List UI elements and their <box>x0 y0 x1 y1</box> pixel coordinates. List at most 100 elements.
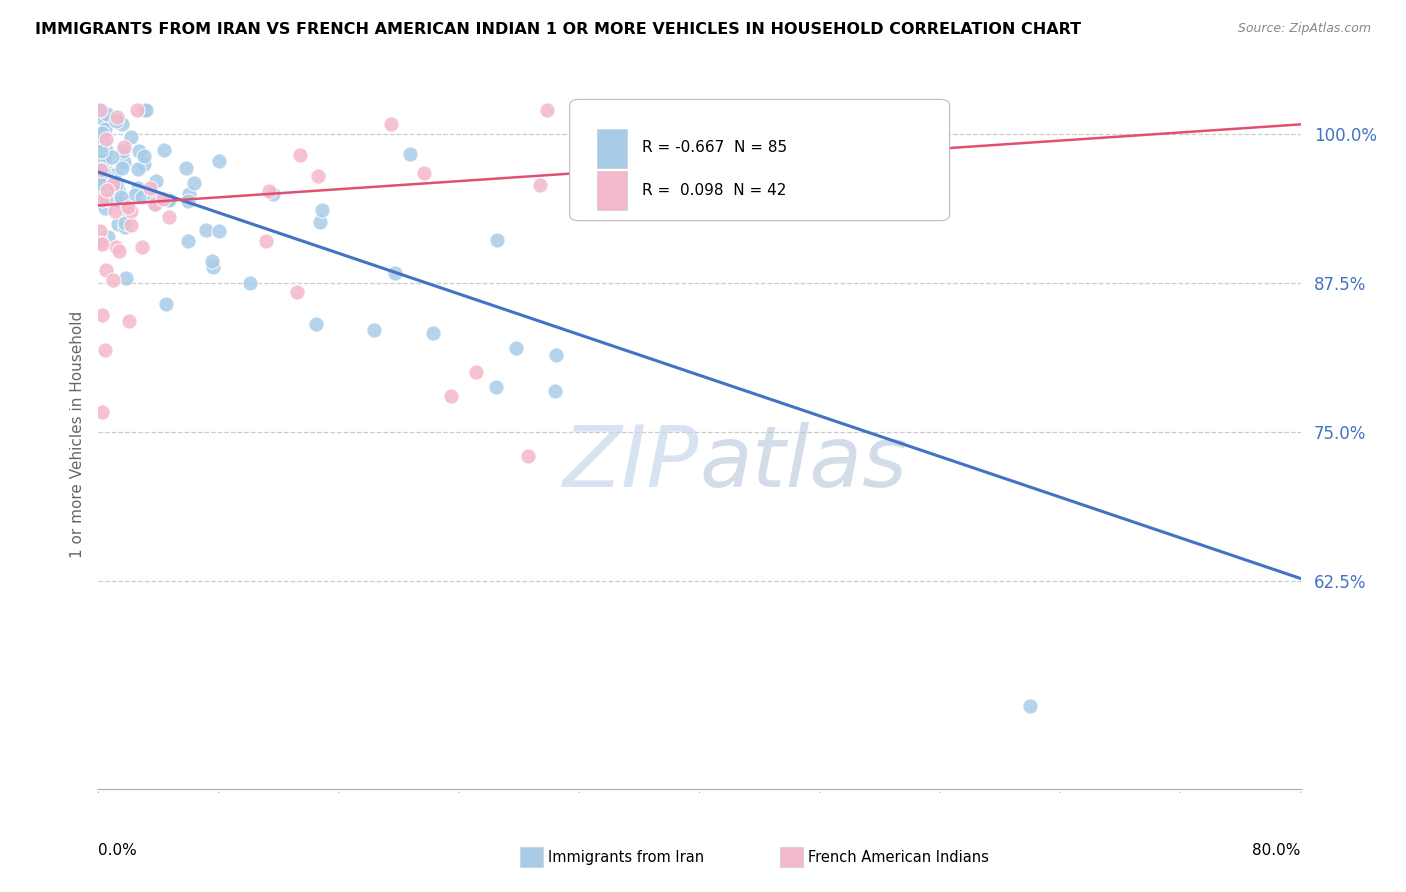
Point <box>108 195 131 210</box>
Point <box>90 126 112 140</box>
Point <box>107 217 129 231</box>
Point <box>208 153 231 168</box>
Point <box>380 117 402 131</box>
Point <box>155 296 177 310</box>
Text: 0.0%: 0.0% <box>98 843 138 858</box>
Point <box>143 197 166 211</box>
Point <box>202 260 225 274</box>
Text: ZIP: ZIP <box>564 422 699 505</box>
Point <box>105 110 128 124</box>
Point <box>96 143 118 157</box>
Point <box>89 235 111 250</box>
Point <box>145 174 167 188</box>
Point <box>89 178 111 192</box>
Point <box>529 178 551 192</box>
Point <box>104 204 127 219</box>
Point <box>124 188 146 202</box>
Point <box>195 223 218 237</box>
Point <box>505 341 527 355</box>
Point <box>112 155 135 169</box>
Point <box>96 169 118 184</box>
Point <box>101 179 124 194</box>
Point <box>440 389 463 403</box>
Text: 80.0%: 80.0% <box>1253 843 1301 858</box>
Point <box>112 140 135 154</box>
Point <box>96 173 118 187</box>
Point <box>288 148 311 162</box>
Point <box>93 122 115 136</box>
Point <box>90 144 112 158</box>
Text: French American Indians: French American Indians <box>808 850 990 864</box>
Point <box>177 194 200 208</box>
Text: R =  0.098  N = 42: R = 0.098 N = 42 <box>641 183 786 198</box>
Y-axis label: 1 or more Vehicles in Household: 1 or more Vehicles in Household <box>69 311 84 558</box>
Point <box>90 194 112 208</box>
Point <box>285 285 308 300</box>
Point <box>94 201 117 215</box>
Point <box>543 384 565 398</box>
Point <box>262 187 284 202</box>
Point <box>139 181 162 195</box>
Bar <box>598 171 627 210</box>
Point <box>464 365 486 379</box>
Point <box>90 163 112 178</box>
Point <box>117 200 139 214</box>
Point <box>422 326 444 341</box>
Point <box>131 240 153 254</box>
Point <box>89 162 111 177</box>
Point <box>89 233 111 247</box>
Point <box>239 276 262 290</box>
Point <box>111 161 134 175</box>
Point <box>101 150 124 164</box>
Point <box>254 234 277 248</box>
Point <box>114 216 136 230</box>
Point <box>208 224 231 238</box>
Point <box>132 157 155 171</box>
Point <box>98 182 121 196</box>
Point <box>153 144 176 158</box>
Point <box>183 176 205 190</box>
Point <box>485 380 508 394</box>
Point <box>101 273 124 287</box>
Text: atlas: atlas <box>699 422 907 505</box>
Point <box>157 211 180 225</box>
Point <box>546 348 568 362</box>
Point <box>177 187 200 202</box>
Point <box>105 113 128 128</box>
Point <box>93 157 115 171</box>
Point <box>115 202 138 216</box>
Point <box>311 202 333 217</box>
Point <box>108 244 131 258</box>
Point <box>94 343 117 358</box>
Point <box>112 144 135 158</box>
Point <box>91 164 114 178</box>
Point <box>135 103 157 117</box>
Point <box>174 161 197 175</box>
Point <box>91 236 114 251</box>
Point <box>131 189 153 203</box>
Point <box>485 233 508 247</box>
Point <box>91 135 114 149</box>
Point <box>1019 698 1042 713</box>
Bar <box>598 128 627 168</box>
Point <box>127 181 149 195</box>
Text: Immigrants from Iran: Immigrants from Iran <box>548 850 704 864</box>
Point <box>104 240 127 254</box>
Point <box>97 229 120 244</box>
Point <box>127 161 149 176</box>
Point <box>89 223 111 237</box>
Point <box>156 192 179 206</box>
Point <box>89 103 111 117</box>
Point <box>517 449 540 463</box>
Point <box>110 190 132 204</box>
Point <box>142 191 165 205</box>
Point <box>114 220 136 235</box>
Point <box>103 177 125 191</box>
Point <box>399 147 422 161</box>
Point <box>93 153 115 167</box>
Point <box>142 196 165 211</box>
Point <box>384 266 406 280</box>
Point <box>134 103 156 117</box>
Point <box>305 318 328 332</box>
Point <box>107 182 129 196</box>
